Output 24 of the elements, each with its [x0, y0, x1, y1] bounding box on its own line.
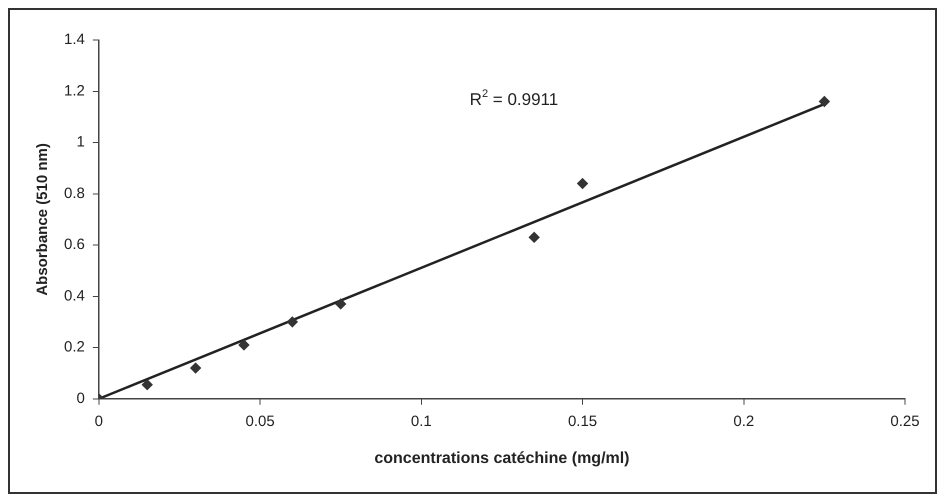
y-tick-label: 1 [76, 134, 85, 151]
y-tick-label: 0.2 [64, 338, 85, 356]
point [335, 298, 346, 310]
y-tick-label: 1.2 [64, 82, 85, 100]
point [818, 96, 830, 108]
point [142, 379, 153, 390]
x-tick-label: 0.2 [733, 412, 754, 430]
y-tick-label: 0.6 [64, 236, 85, 254]
x-tick-label: 0.25 [890, 412, 920, 430]
point [190, 362, 202, 374]
x-tick-label: 0.05 [245, 412, 275, 430]
point [577, 178, 588, 190]
x-tick-label: 0.1 [410, 412, 432, 430]
x-tick-label: 0.15 [568, 412, 598, 430]
point [238, 339, 250, 350]
y-tick-label: 0.4 [64, 287, 85, 304]
y-tick-label: 0 [76, 390, 85, 407]
x-tick-label: 0 [94, 412, 104, 430]
y-tick-label: 0.8 [64, 184, 85, 202]
y-axis-title: Absorbance (510 nm) [34, 143, 52, 296]
x-axis-title: concentrations catéchine (mg/ml) [374, 450, 630, 467]
point [528, 232, 540, 243]
point [286, 316, 298, 328]
y-tick-label: 1.4 [64, 31, 85, 48]
